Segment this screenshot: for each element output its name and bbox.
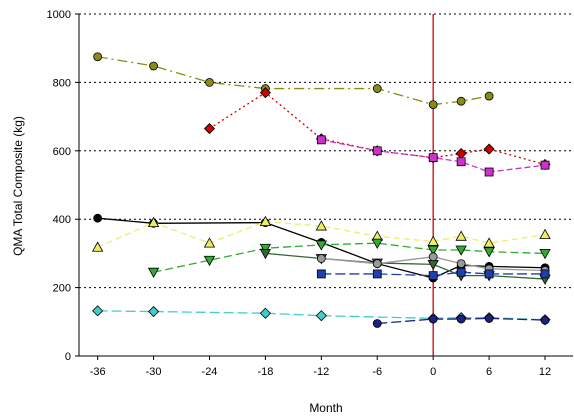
- series-9: [316, 267, 550, 281]
- data-point: [372, 259, 382, 269]
- axis-layer: 0 200 400 600 800 1000 -36 -30 -24 -18 -12 -6 0 6 12: [47, 9, 573, 378]
- data-point: [147, 267, 160, 279]
- data-point: [315, 220, 328, 231]
- x-tick-label: 6: [486, 366, 492, 378]
- x-tick-label: -12: [313, 366, 329, 378]
- data-point: [428, 153, 438, 163]
- data-point: [428, 100, 438, 110]
- series-6: [147, 238, 551, 279]
- series-3: [316, 135, 550, 177]
- y-tick-label: 0: [65, 351, 71, 363]
- y-tick-label: 400: [53, 214, 71, 226]
- data-point: [259, 243, 272, 255]
- data-point: [456, 267, 466, 277]
- series-line: [321, 271, 546, 277]
- data-point: [205, 78, 214, 87]
- data-point: [315, 310, 327, 322]
- data-point: [93, 213, 103, 223]
- series-line: [97, 56, 490, 106]
- data-point: [259, 215, 272, 226]
- data-point: [540, 269, 550, 279]
- grid-layer: [79, 13, 573, 289]
- data-point: [483, 237, 495, 248]
- data-point: [203, 123, 216, 135]
- y-axis-label: QMA Total Composite (kg): [11, 116, 25, 256]
- x-axis-label: Month: [309, 401, 342, 415]
- series-line: [97, 220, 546, 248]
- series-line: [321, 256, 546, 272]
- series-5: [91, 215, 551, 252]
- data-point: [315, 240, 328, 251]
- data-point: [484, 269, 494, 279]
- data-point: [540, 315, 550, 325]
- data-point: [203, 255, 216, 267]
- data-point: [484, 313, 494, 323]
- data-point: [484, 91, 494, 101]
- series-11: [372, 313, 550, 328]
- data-point: [147, 216, 160, 228]
- data-point: [316, 269, 326, 279]
- data-point: [148, 305, 160, 318]
- y-tick-label: 800: [53, 77, 71, 89]
- data-point: [427, 235, 439, 246]
- series-2: [203, 87, 551, 171]
- data-point: [483, 247, 495, 258]
- data-point: [91, 241, 104, 252]
- x-tick-label: 12: [539, 366, 551, 378]
- x-tick-label: -6: [372, 366, 382, 378]
- data-point: [372, 319, 382, 328]
- data-point: [456, 96, 466, 106]
- data-point: [428, 252, 438, 262]
- y-tick-label: 600: [53, 146, 71, 158]
- data-point: [149, 61, 158, 71]
- data-point: [371, 238, 383, 249]
- series-layer: [91, 52, 551, 328]
- x-tick-label: -24: [202, 366, 218, 378]
- data-point: [428, 314, 438, 324]
- x-tick-label: -30: [146, 366, 162, 378]
- data-point: [427, 245, 439, 256]
- data-point: [372, 146, 382, 156]
- data-point: [259, 248, 272, 260]
- data-point: [428, 271, 438, 281]
- y-tick-label: 200: [53, 283, 71, 295]
- data-point: [483, 143, 495, 155]
- x-tick-label: -36: [90, 366, 106, 378]
- data-point: [259, 87, 271, 99]
- data-point: [455, 230, 467, 241]
- x-tick-label: -18: [257, 366, 273, 378]
- data-point: [203, 237, 216, 248]
- data-point: [316, 135, 326, 145]
- series-line: [153, 242, 546, 273]
- series-line: [321, 139, 546, 173]
- data-point: [93, 52, 103, 62]
- series-10: [92, 305, 551, 326]
- data-point: [539, 228, 551, 239]
- data-point: [316, 254, 326, 263]
- data-point: [92, 305, 104, 317]
- data-point: [372, 84, 382, 93]
- data-point: [540, 160, 550, 170]
- x-tick-label: 0: [430, 366, 436, 378]
- data-point: [455, 245, 467, 256]
- data-point: [456, 314, 466, 324]
- data-point: [456, 157, 466, 167]
- y-tick-label: 1000: [47, 9, 71, 21]
- data-point: [259, 307, 271, 319]
- data-point: [372, 269, 382, 279]
- data-point: [456, 259, 466, 269]
- series-1: [93, 52, 494, 110]
- data-point: [539, 248, 551, 260]
- data-point: [484, 167, 494, 177]
- data-point: [455, 147, 467, 160]
